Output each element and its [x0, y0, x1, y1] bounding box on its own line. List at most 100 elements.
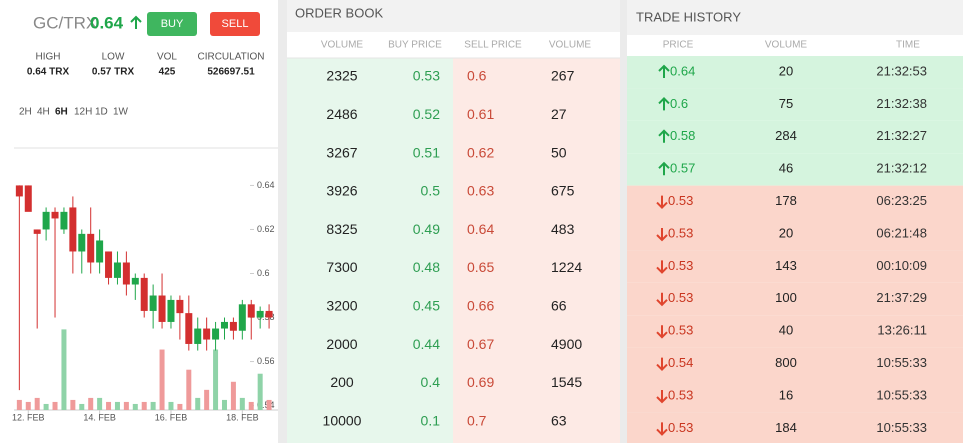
buy-price: 0.1 [421, 412, 441, 428]
trade-time: 06:21:48 [876, 225, 927, 240]
sell-trade-row [627, 380, 963, 413]
candle-body [194, 328, 202, 344]
order-book-column-header: VOLUME [549, 40, 592, 51]
trade-volume: 178 [775, 193, 797, 208]
sell-price: 0.63 [467, 183, 494, 199]
trade-price: 0.58 [670, 128, 695, 143]
buy-volume: 3200 [326, 298, 357, 314]
timeframe-option[interactable]: 1W [113, 107, 129, 118]
pair-name: GC/TRX [33, 13, 97, 32]
y-tick-label: 0.54 [257, 400, 275, 410]
trade-price: 0.53 [668, 290, 693, 305]
candle-body [185, 313, 193, 344]
volume-bar [132, 403, 138, 410]
candle-body [60, 211, 68, 230]
volume-bar [114, 401, 120, 410]
buy-trade-row [627, 120, 963, 154]
volume-bar [195, 397, 201, 410]
sell-volume: 675 [551, 183, 575, 199]
buy-button[interactable] [147, 12, 197, 36]
sell-button-label[interactable]: SELL [222, 18, 249, 30]
y-tick-label: 0.56 [257, 356, 275, 366]
buy-price: 0.52 [413, 106, 440, 122]
stat-value: 0.57 TRX [92, 67, 135, 78]
sell-price: 0.64 [467, 221, 494, 237]
trade-price: 0.53 [668, 258, 693, 273]
volume-bar [52, 401, 58, 410]
sell-price: 0.62 [467, 144, 494, 160]
sell-trade-row [627, 218, 963, 251]
trade-volume: 800 [775, 355, 797, 370]
candle-body [265, 310, 273, 318]
sell-price: 0.61 [467, 106, 494, 122]
stat-label: CIRCULATION [197, 52, 264, 63]
stat-value: 425 [159, 67, 176, 78]
arrow-up-icon [658, 161, 670, 176]
sell-volume: 63 [551, 412, 567, 428]
sell-button[interactable] [210, 12, 260, 36]
arrow-up-icon [658, 129, 670, 143]
volume-bar [266, 399, 272, 410]
buy-price: 0.5 [421, 183, 441, 199]
sell-volume: 50 [551, 144, 567, 160]
buy-volume: 10000 [323, 412, 362, 428]
sell-trade-row [627, 282, 963, 316]
volume-bar [43, 403, 49, 410]
sell-trade-row [627, 315, 963, 348]
timeframe-option[interactable]: 1D [95, 107, 108, 118]
timeframe-option[interactable]: 2H [19, 107, 32, 118]
timeframe-option[interactable]: 12H [74, 107, 92, 118]
candle-body [78, 233, 86, 252]
arrow-up-icon [658, 96, 670, 111]
volume-bar [257, 373, 263, 410]
sell-trade-row [627, 250, 963, 283]
buy-trade-row [627, 56, 963, 89]
candle-body [113, 262, 121, 278]
volume-bar [213, 349, 219, 410]
candle-body [140, 277, 148, 311]
sell-trade-row [627, 185, 963, 218]
volume-bar [106, 401, 112, 410]
buy-volume: 2486 [326, 106, 357, 122]
trade-volume: 284 [775, 128, 797, 143]
volume-bar [168, 401, 174, 410]
candle-body [149, 295, 157, 311]
buy-volume: 2325 [326, 68, 357, 84]
timeframe-option[interactable]: 4H [37, 107, 50, 118]
trade-time: 10:55:33 [876, 387, 927, 402]
trade-history-column-header: PRICE [663, 40, 694, 51]
sell-price: 0.67 [467, 336, 494, 352]
order-book-title: ORDER BOOK [295, 5, 383, 20]
trade-history-title: TRADE HISTORY [636, 9, 741, 24]
sell-price: 0.6 [467, 68, 487, 84]
volume-bar [141, 401, 147, 410]
candle-body [167, 299, 175, 322]
arrow-down-icon [656, 260, 668, 274]
buy-button-label[interactable]: BUY [161, 18, 184, 30]
buy-volume: 3267 [326, 144, 357, 160]
volume-bar [204, 389, 210, 410]
y-tick-label: 0.62 [257, 224, 275, 234]
sell-price: 0.65 [467, 259, 494, 275]
stat-label: LOW [102, 52, 125, 63]
trade-history-column-header: TIME [896, 40, 920, 51]
trade-volume: 184 [775, 420, 797, 435]
buy-volume: 8325 [326, 221, 357, 237]
candle-body [24, 185, 32, 212]
sell-price: 0.7 [467, 412, 487, 428]
buy-price: 0.51 [413, 144, 440, 160]
arrow-down-icon [656, 422, 668, 436]
last-price: 0.64 [90, 13, 124, 32]
timeframe-option[interactable]: 6H [55, 107, 68, 118]
trade-time: 21:32:27 [876, 128, 927, 143]
trade-volume: 100 [775, 290, 797, 305]
buy-price: 0.44 [413, 336, 440, 352]
sell-volume: 1545 [551, 374, 582, 390]
candle-body [212, 328, 220, 340]
candle-body [176, 299, 184, 314]
buy-price: 0.45 [413, 298, 440, 314]
volume-bar [150, 401, 156, 410]
buy-volume: 3926 [326, 183, 357, 199]
x-tick-label: 16. FEB [155, 412, 188, 422]
